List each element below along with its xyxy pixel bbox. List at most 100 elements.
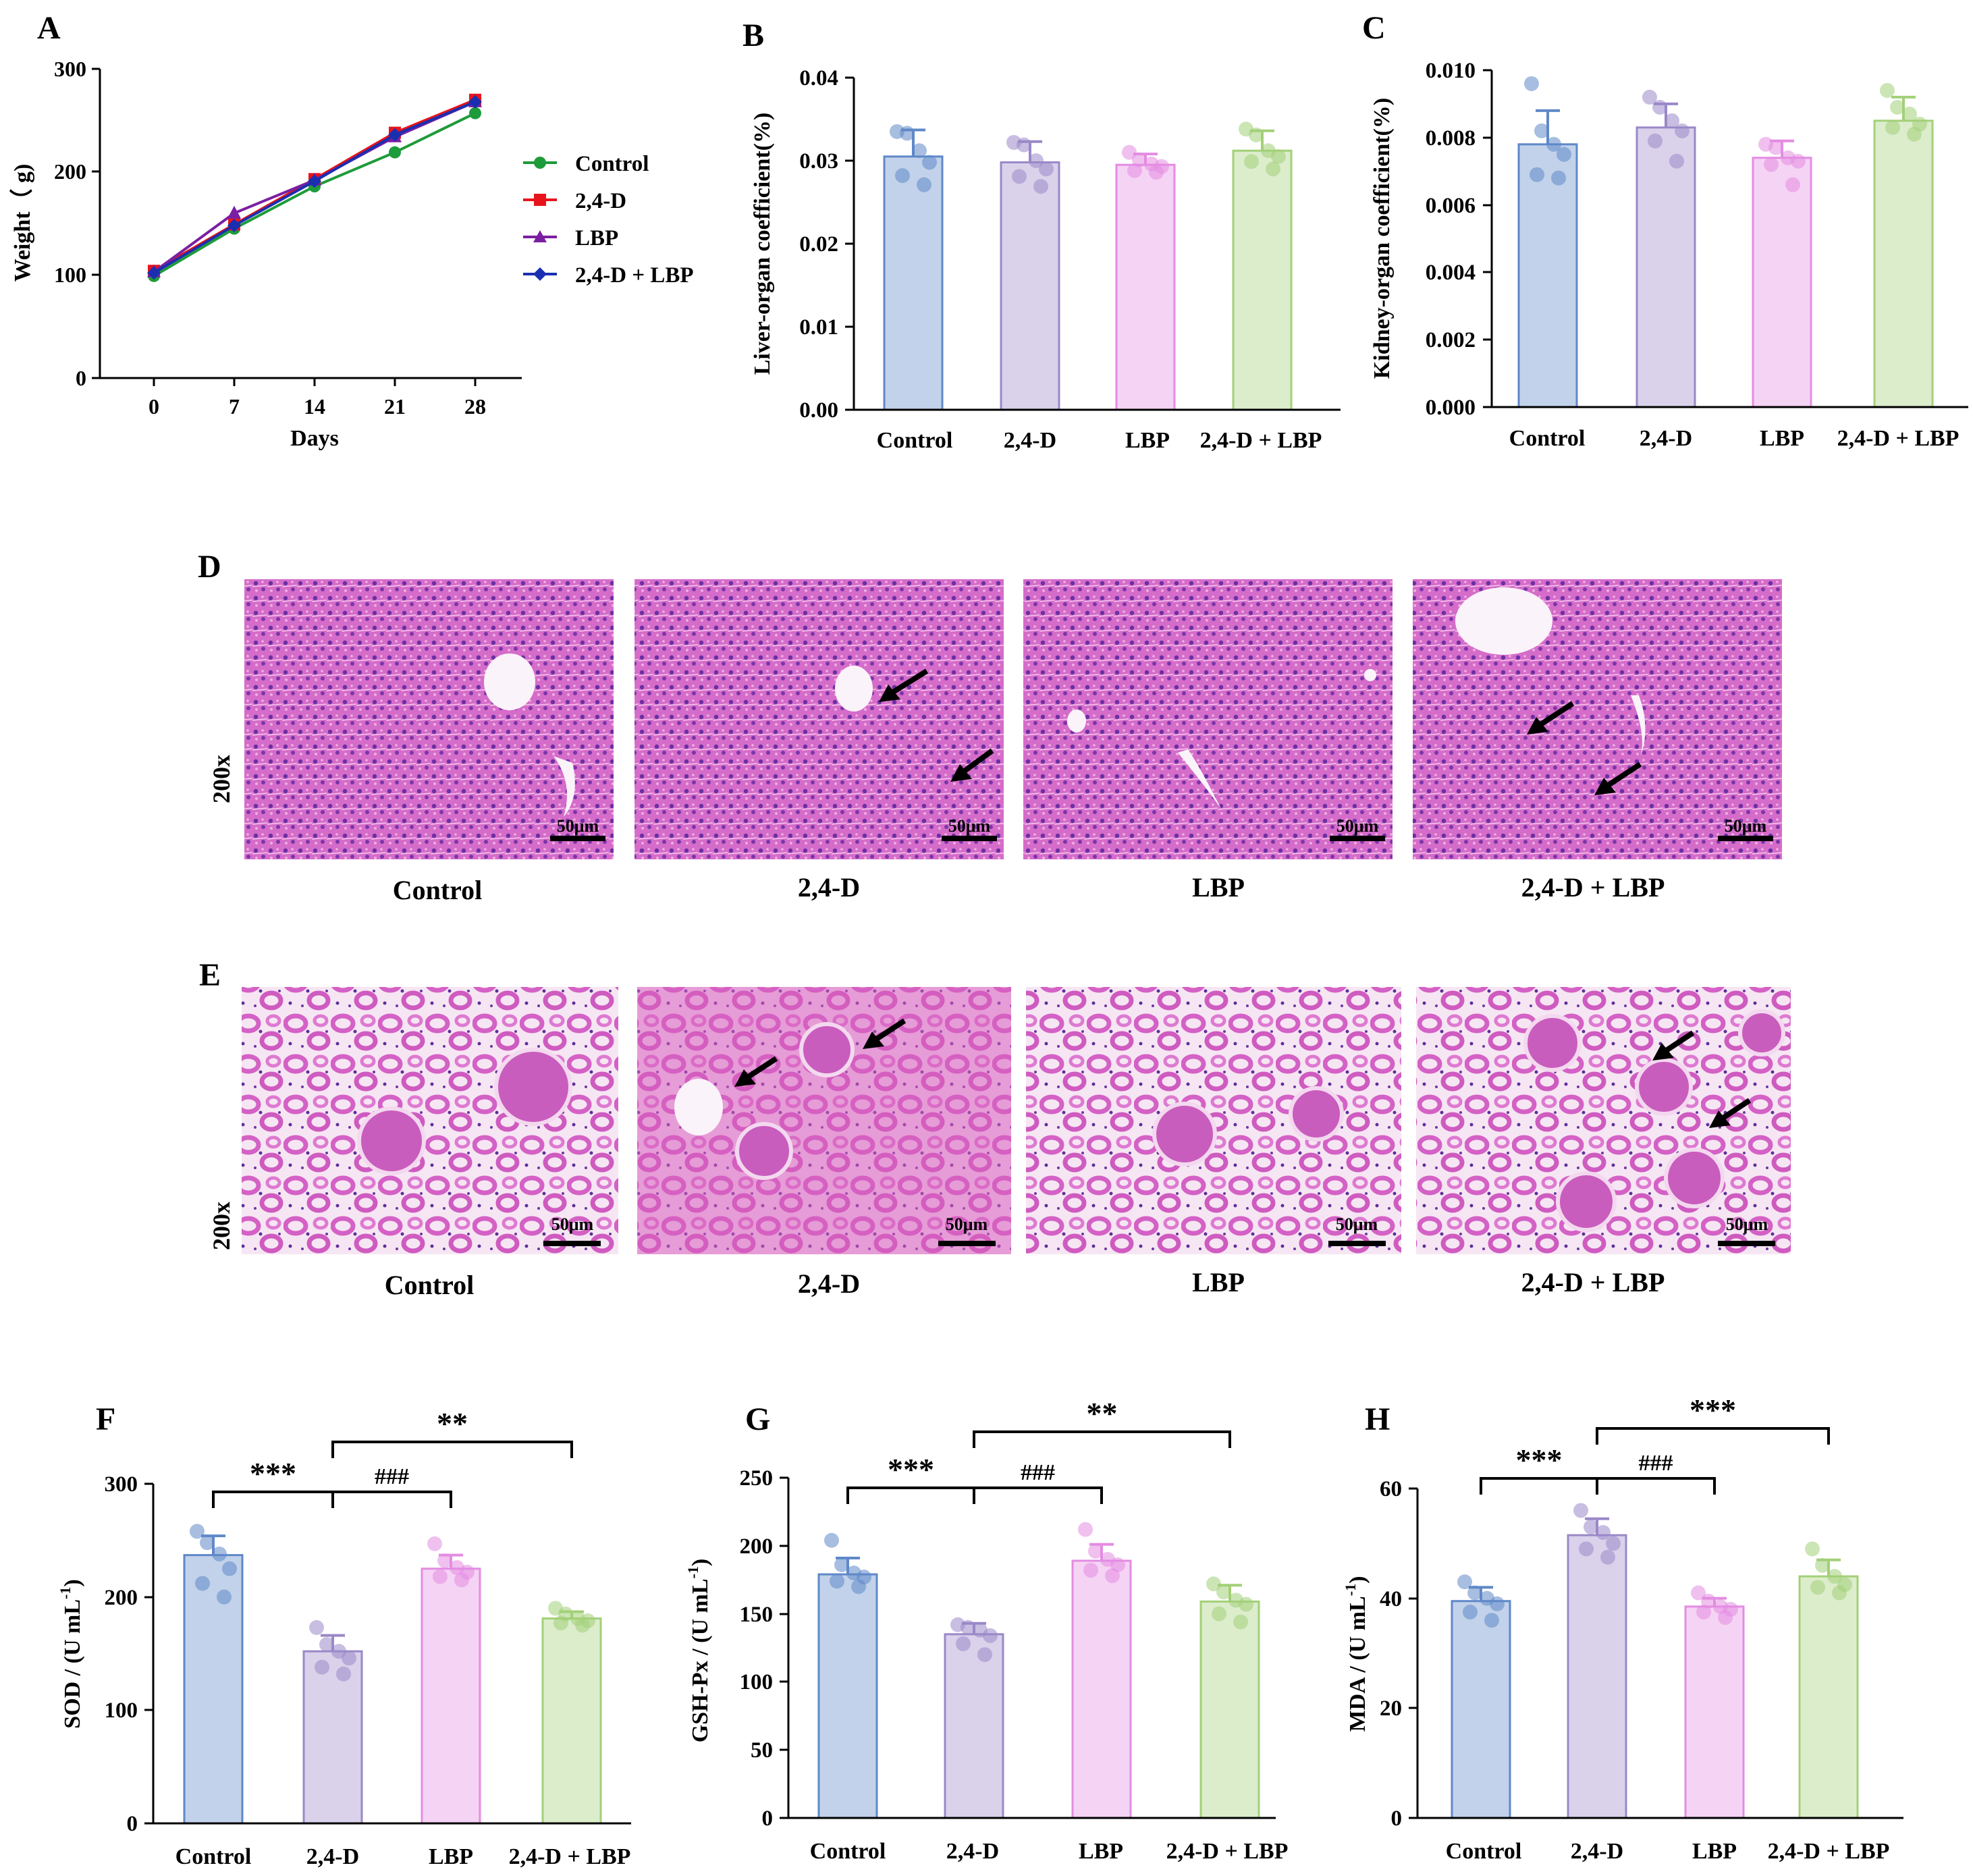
y-tick-label: 100 bbox=[740, 1670, 774, 1694]
category-label-24d-lbp: 2,4-D + LBP bbox=[1837, 426, 1960, 451]
bar-control bbox=[817, 1573, 878, 1819]
x-tick-label: 21 bbox=[384, 394, 406, 419]
x-tick-label: 7 bbox=[229, 394, 240, 419]
y-axis-label: Liver-organ coefficient(%) bbox=[750, 113, 775, 375]
data-point-lbp bbox=[1088, 1543, 1103, 1559]
scale-bar-label: 50μm bbox=[551, 1214, 594, 1234]
data-point-control bbox=[830, 1574, 844, 1589]
data-point-2-4-d bbox=[1675, 123, 1690, 138]
legend-marker-24d bbox=[534, 194, 546, 206]
unit-close-paren: ) bbox=[1345, 1576, 1370, 1584]
y-ticks: 0.00 0.01 0.02 0.03 0.04 bbox=[799, 66, 854, 423]
data-point-2-4-d bbox=[336, 1666, 351, 1682]
y-tick-label: 0.04 bbox=[799, 66, 838, 90]
bar-2-4-d-lbp bbox=[1199, 1600, 1260, 1819]
bar-2-4-d-lbp bbox=[1873, 119, 1934, 408]
bar-control bbox=[1517, 143, 1578, 408]
data-point-lbp bbox=[1696, 1605, 1711, 1619]
panel-b-liver-coefficient-chart: B 0.00 0.01 0.02 0.03 0.04 Control 2,4-D… bbox=[742, 18, 1341, 453]
data-point-2-4-d-lbp bbox=[1805, 1541, 1820, 1557]
panel-label-c: C bbox=[1362, 10, 1386, 46]
legend-label-24d-lbp: 2,4-D + LBP bbox=[575, 263, 694, 288]
significance-label: *** bbox=[1516, 1443, 1563, 1477]
legend-label-control: Control bbox=[575, 152, 649, 176]
y-tick-label: 0.010 bbox=[1426, 59, 1476, 83]
panel-d-liver-histology: D 200x 50μm 50μm 50μm bbox=[198, 549, 1782, 905]
y-tick-label: 0.000 bbox=[1426, 396, 1476, 420]
y-axis-label: MDA / (U mL-1) bbox=[1342, 1576, 1370, 1732]
data-point-2-4-d bbox=[1652, 99, 1667, 115]
bar-2-4-d bbox=[1567, 1534, 1627, 1819]
y-tick-label: 0.03 bbox=[799, 149, 838, 173]
data-point-control bbox=[851, 1579, 866, 1594]
data-point-lbp bbox=[1691, 1585, 1706, 1601]
y-tick-label: 300 bbox=[54, 57, 86, 81]
category-label-lbp: LBP bbox=[429, 1844, 473, 1869]
data-point-control bbox=[1463, 1605, 1478, 1619]
data-point-control bbox=[469, 107, 481, 119]
data-point-2-4-d-lbp bbox=[1890, 99, 1905, 115]
significance-bracket bbox=[1596, 1427, 1830, 1445]
data-point-2-4-d-lbp bbox=[147, 266, 161, 280]
data-point-control bbox=[917, 177, 931, 192]
data-point-2-4-d bbox=[983, 1628, 998, 1643]
unit-close-paren: ) bbox=[688, 1559, 713, 1566]
data-point-control bbox=[834, 1557, 849, 1573]
data-point-control bbox=[389, 146, 401, 159]
caption-24d: 2,4-D bbox=[798, 1268, 860, 1299]
panel-g-gshpx-chart: G *** ### ** 0 50 100 150 200 250 Control … bbox=[684, 1396, 1288, 1864]
y-tick-label: 200 bbox=[105, 1586, 138, 1610]
scale-bar-label: 50μm bbox=[946, 1214, 988, 1234]
data-point-2-4-d bbox=[315, 1659, 329, 1675]
data-point-2-4-d-lbp bbox=[1885, 119, 1900, 135]
scale-bar-label: 50μm bbox=[1336, 1214, 1378, 1234]
significance-bracket bbox=[331, 1491, 452, 1508]
data-point-control bbox=[1490, 1596, 1505, 1611]
category-label-24d-lbp: 2,4-D + LBP bbox=[1200, 428, 1322, 453]
data-point-2-4-d-lbp bbox=[1815, 1557, 1830, 1573]
y-tick-label: 0.008 bbox=[1426, 126, 1476, 151]
x-tick-label: 14 bbox=[304, 394, 325, 419]
liver-micrograph-24d-lbp: 50μm bbox=[1413, 579, 1782, 859]
significance-bracket bbox=[846, 1486, 975, 1504]
legend-label-lbp: LBP bbox=[575, 226, 618, 250]
category-label-24d: 2,4-D bbox=[1571, 1839, 1623, 1864]
significance-label: ### bbox=[1639, 1451, 1673, 1476]
data-point-control bbox=[1551, 170, 1566, 186]
data-point-2-4-d-lbp bbox=[468, 95, 482, 109]
caption-lbp: LBP bbox=[1192, 872, 1245, 903]
data-point-control bbox=[912, 143, 927, 159]
data-point-2-4-d-lbp bbox=[1244, 154, 1259, 169]
data-point-lbp bbox=[427, 1536, 442, 1551]
x-tick-labels: Control 2,4-D LBP 2,4-D + LBP bbox=[877, 428, 1322, 453]
data-point-2-4-d-lbp bbox=[575, 1617, 590, 1633]
data-point-control bbox=[1457, 1574, 1472, 1590]
data-point-control bbox=[1546, 136, 1561, 152]
significance-label: ### bbox=[375, 1464, 409, 1489]
panel-f-sod-chart: F *** ### ** 0 100 200 300 Control 2,4-D L… bbox=[57, 1401, 631, 1869]
data-point-2-4-d bbox=[1642, 89, 1657, 105]
data-point-2-4-d bbox=[1033, 179, 1048, 194]
data-point-control bbox=[200, 1535, 215, 1551]
caption-lbp: LBP bbox=[1192, 1267, 1245, 1297]
panel-label-e: E bbox=[199, 957, 221, 993]
y-tick-label: 0 bbox=[76, 366, 86, 390]
category-label-24d: 2,4-D bbox=[1004, 428, 1056, 453]
legend-marker-24d-lbp bbox=[533, 267, 547, 281]
bar-control bbox=[883, 155, 944, 411]
panel-e-kidney-histology: E 200x 50μm 50μm 50μm bbox=[199, 957, 1791, 1300]
x-axis-label: Days bbox=[290, 426, 339, 451]
data-point-2-4-d bbox=[1017, 137, 1031, 153]
bar-2-4-d-lbp bbox=[1232, 149, 1293, 411]
data-point-2-4-d bbox=[1596, 1525, 1611, 1540]
x-ticks: 0 7 14 21 28 bbox=[148, 378, 486, 419]
significance-bracket bbox=[212, 1491, 334, 1508]
data-point-2-4-d-lbp bbox=[1827, 1569, 1842, 1584]
scale-bar-label: 50μm bbox=[1726, 1214, 1768, 1234]
data-point-2-4-d-lbp bbox=[308, 174, 321, 188]
magnification-label: 200x bbox=[208, 1202, 235, 1250]
x-tick-labels: Control 2,4-D LBP 2,4-D + LBP bbox=[1446, 1839, 1890, 1864]
y-tick-label: 0 bbox=[762, 1806, 774, 1831]
panel-c-kidney-coefficient-chart: C 0.000 0.002 0.004 0.006 0.008 0.010 Co… bbox=[1362, 10, 1968, 451]
data-point-control bbox=[1557, 146, 1571, 162]
